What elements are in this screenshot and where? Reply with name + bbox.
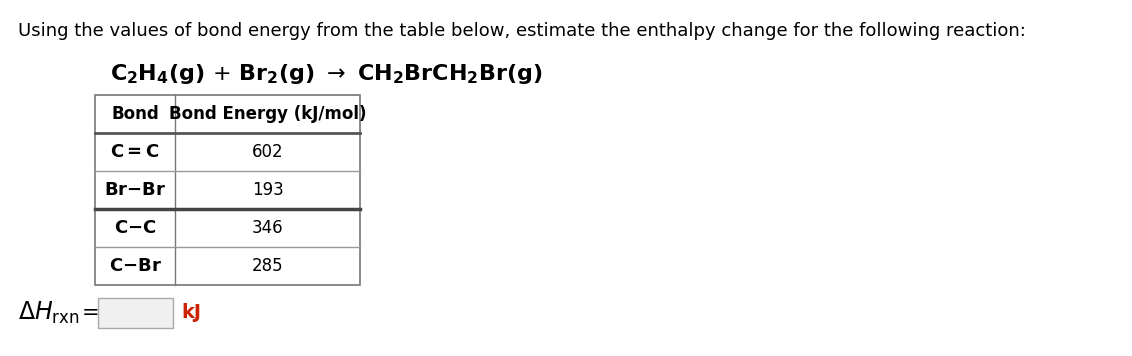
Bar [95, 95, 360, 285]
Text: $\mathbf{C{=}C}$: $\mathbf{C{=}C}$ [110, 143, 160, 161]
Text: =: = [82, 303, 100, 323]
Text: Bond: Bond [111, 105, 158, 123]
Text: kJ: kJ [181, 304, 201, 323]
Text: 285: 285 [251, 257, 283, 275]
Text: $\mathbf{C{-}C}$: $\mathbf{C{-}C}$ [114, 219, 156, 237]
Text: 602: 602 [251, 143, 283, 161]
Text: Bond Energy (kJ/mol): Bond Energy (kJ/mol) [169, 105, 367, 123]
Bar [98, 298, 173, 328]
Text: $\mathbf{C{-}Br}$: $\mathbf{C{-}Br}$ [109, 257, 162, 275]
Text: 346: 346 [251, 219, 283, 237]
Text: $\mathregular{C_2H_4}$$\mathregular{(g)}$ $+$ $\mathregular{Br_2}$$\mathregular{: $\mathregular{C_2H_4}$$\mathregular{(g)}… [110, 62, 542, 86]
Text: $\mathbf{Br{-}Br}$: $\mathbf{Br{-}Br}$ [104, 181, 166, 199]
Text: $\Delta H_{\mathregular{rxn}}$: $\Delta H_{\mathregular{rxn}}$ [18, 300, 79, 326]
Text: Using the values of bond energy from the table below, estimate the enthalpy chan: Using the values of bond energy from the… [18, 22, 1026, 40]
Text: 193: 193 [251, 181, 283, 199]
